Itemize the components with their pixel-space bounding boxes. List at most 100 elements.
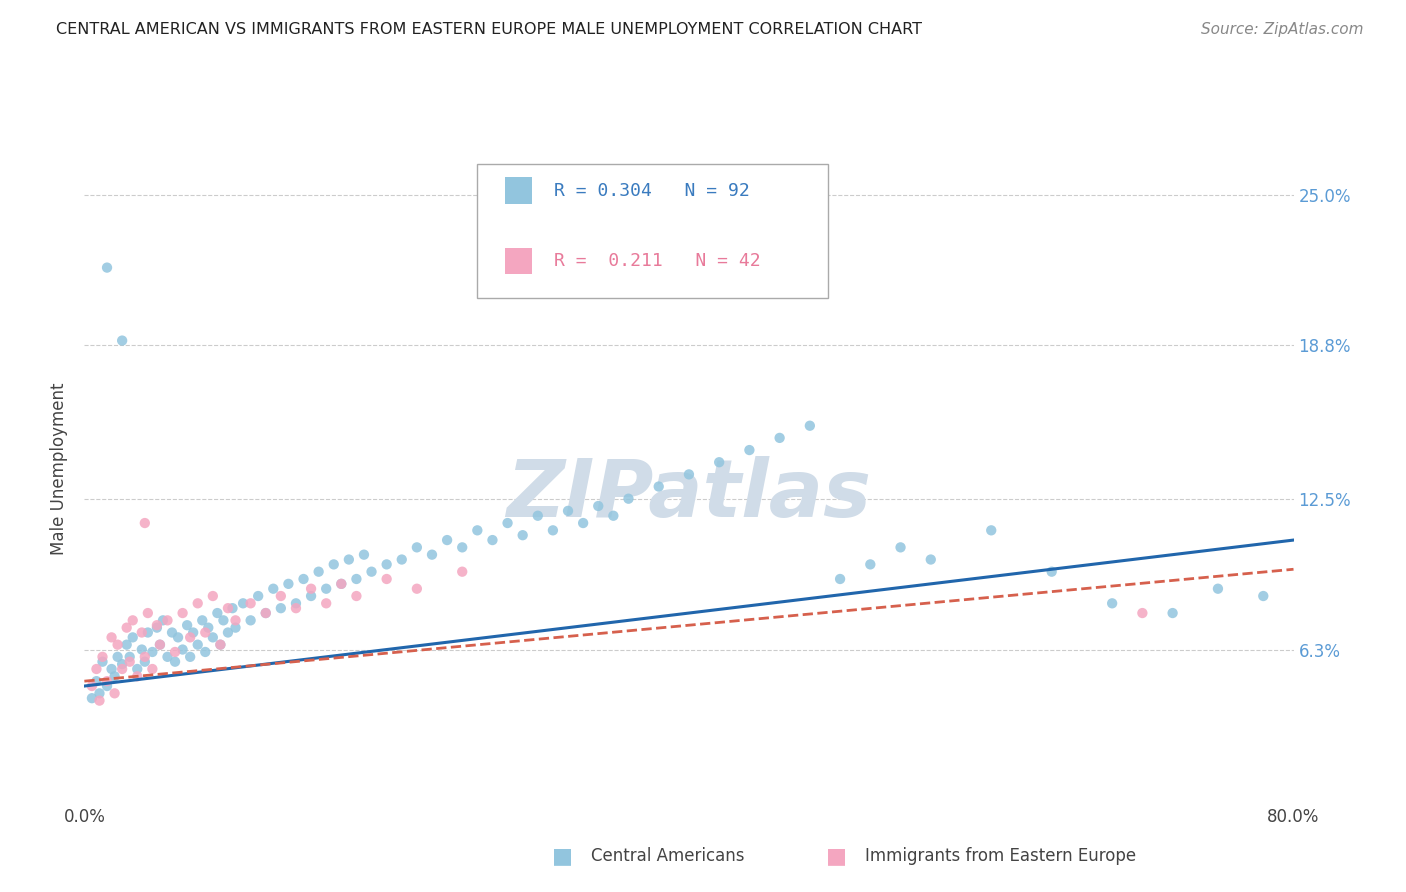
Point <box>201 631 224 645</box>
Point <box>104 686 127 700</box>
Point <box>467 524 489 538</box>
Point <box>375 558 398 572</box>
Point <box>91 655 114 669</box>
Text: R = 0.304   N = 92: R = 0.304 N = 92 <box>554 182 749 200</box>
Point <box>134 655 156 669</box>
Point <box>315 596 337 610</box>
Text: ■: ■ <box>553 847 572 866</box>
Point <box>436 533 458 547</box>
Point <box>322 558 344 572</box>
Point <box>201 589 224 603</box>
Point <box>165 645 187 659</box>
Point <box>91 649 114 664</box>
Point <box>648 479 671 493</box>
Point <box>89 686 111 700</box>
Text: Source: ZipAtlas.com: Source: ZipAtlas.com <box>1201 22 1364 37</box>
Point <box>111 334 134 348</box>
Point <box>360 565 382 579</box>
Point <box>512 528 534 542</box>
Point <box>179 631 201 645</box>
Point <box>353 548 375 562</box>
Point <box>588 499 610 513</box>
Point <box>96 679 118 693</box>
Point <box>194 625 217 640</box>
Point <box>541 524 564 538</box>
Point <box>187 638 209 652</box>
Point <box>152 613 174 627</box>
Point <box>308 565 330 579</box>
Point <box>346 589 368 603</box>
Point <box>136 625 159 640</box>
Point <box>270 601 292 615</box>
Point <box>217 601 239 615</box>
Point <box>496 516 519 530</box>
Text: ZIPatlas: ZIPatlas <box>506 456 872 534</box>
Point <box>254 606 277 620</box>
Point <box>172 606 194 620</box>
Point <box>225 621 247 635</box>
Point <box>830 572 852 586</box>
Point <box>86 674 108 689</box>
Point <box>172 642 194 657</box>
Point <box>156 613 179 627</box>
Point <box>127 669 149 683</box>
Point <box>299 582 322 596</box>
Point <box>980 524 1002 538</box>
Text: CENTRAL AMERICAN VS IMMIGRANTS FROM EASTERN EUROPE MALE UNEMPLOYMENT CORRELATION: CENTRAL AMERICAN VS IMMIGRANTS FROM EAST… <box>56 22 922 37</box>
Point <box>239 613 262 627</box>
Point <box>451 541 474 555</box>
Point <box>262 582 284 596</box>
Point <box>104 669 127 683</box>
FancyBboxPatch shape <box>505 247 531 275</box>
Point <box>167 631 190 645</box>
Point <box>451 565 474 579</box>
Point <box>1253 589 1275 603</box>
Point <box>86 662 108 676</box>
Point <box>315 582 337 596</box>
Point <box>96 260 118 275</box>
Point <box>1130 606 1153 620</box>
Point <box>121 613 143 627</box>
Point <box>799 418 821 433</box>
Point <box>330 577 353 591</box>
Point <box>115 621 138 635</box>
Point <box>557 504 579 518</box>
Point <box>247 589 270 603</box>
Point <box>890 541 912 555</box>
Point <box>191 613 214 627</box>
Text: Immigrants from Eastern Europe: Immigrants from Eastern Europe <box>865 847 1136 865</box>
Point <box>920 552 942 566</box>
Point <box>179 649 201 664</box>
Point <box>225 613 247 627</box>
Point <box>141 662 163 676</box>
Point <box>118 649 141 664</box>
Point <box>146 618 169 632</box>
Point <box>209 638 232 652</box>
Point <box>207 606 229 620</box>
Point <box>406 541 429 555</box>
Point <box>221 601 243 615</box>
Point <box>134 516 156 530</box>
Y-axis label: Male Unemployment: Male Unemployment <box>51 382 69 555</box>
Point <box>738 443 761 458</box>
Point <box>769 431 792 445</box>
Point <box>678 467 700 482</box>
Point <box>285 601 308 615</box>
Point <box>292 572 315 586</box>
Point <box>285 596 308 610</box>
Point <box>270 589 292 603</box>
Point <box>136 606 159 620</box>
Point <box>375 572 398 586</box>
Point <box>141 645 163 659</box>
Point <box>859 558 882 572</box>
Point <box>391 552 413 566</box>
Point <box>194 645 217 659</box>
Point <box>254 606 277 620</box>
Point <box>406 582 429 596</box>
Point <box>100 631 122 645</box>
Point <box>232 596 254 610</box>
Point <box>617 491 640 506</box>
Point <box>337 552 360 566</box>
Point <box>346 572 368 586</box>
Point <box>209 638 232 652</box>
